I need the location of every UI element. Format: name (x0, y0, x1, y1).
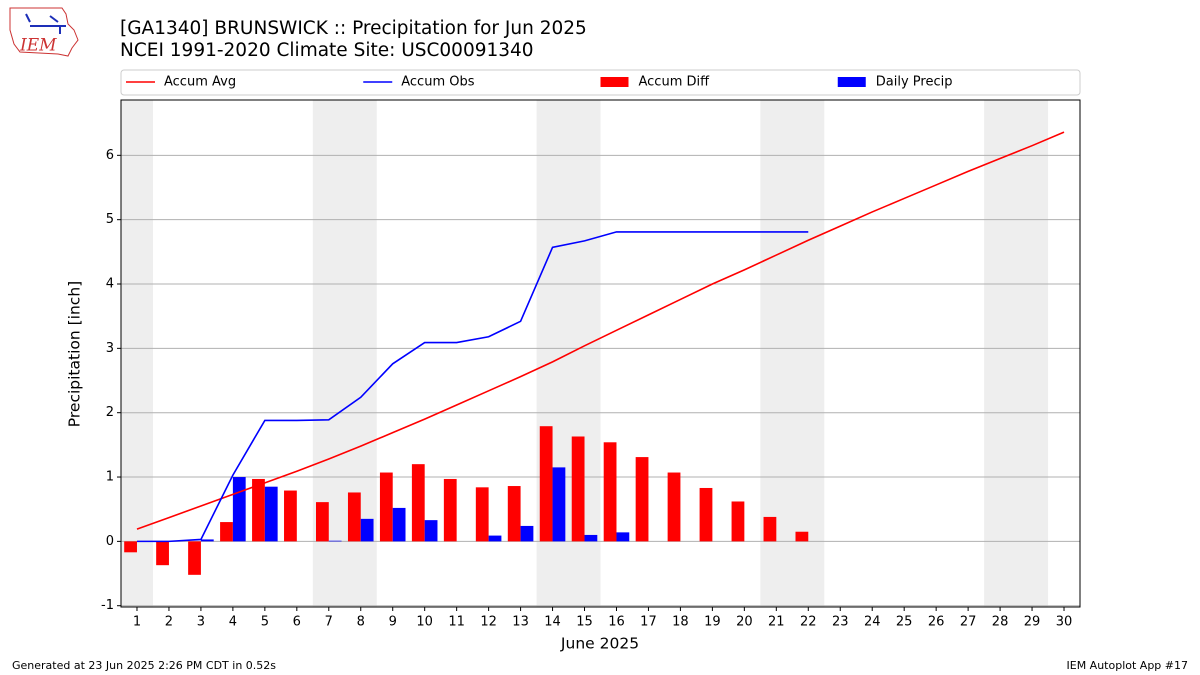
bar (475, 487, 489, 542)
x-tick-label: 17 (640, 615, 657, 630)
legend-swatch (837, 77, 866, 87)
logo-icon (25, 13, 66, 34)
bar (392, 507, 406, 542)
bar (347, 492, 361, 542)
x-tick-label: 10 (416, 615, 433, 630)
bar (232, 477, 246, 542)
bar (264, 486, 278, 542)
x-tick-label: 29 (1024, 615, 1041, 630)
bar (379, 472, 393, 542)
legend-swatch (600, 77, 629, 87)
line (136, 231, 809, 543)
bar (124, 541, 137, 553)
legend-label: Accum Diff (639, 75, 711, 90)
bar (252, 478, 265, 542)
x-tick-label: 26 (928, 615, 945, 630)
x-tick-label: 22 (800, 615, 817, 630)
bar (552, 467, 566, 542)
y-tick-label: 5 (106, 212, 114, 227)
bar (200, 539, 214, 542)
y-tick-label: 4 (106, 277, 114, 292)
bar (667, 472, 681, 542)
y-tick-label: -1 (101, 598, 114, 613)
x-tick-label: 19 (704, 615, 721, 630)
bar (539, 426, 553, 542)
bar (507, 486, 521, 542)
bar (315, 502, 329, 542)
y-tick-label: 0 (106, 534, 114, 549)
bar (699, 487, 713, 542)
logo-text: IEM (19, 36, 57, 56)
bar (424, 520, 438, 542)
legend-label: Daily Precip (876, 75, 953, 90)
weekend-shade (121, 100, 153, 607)
footer-right: IEM Autoplot App #17 (1067, 659, 1189, 672)
chart-subtitle: NCEI 1991-2020 Climate Site: USC00091340 (120, 40, 534, 61)
y-axis-label: Precipitation [inch] (66, 281, 84, 427)
y-tick-label: 2 (106, 405, 114, 420)
bar (571, 436, 585, 542)
y-tick-label: 3 (106, 341, 114, 356)
x-tick-label: 21 (768, 615, 785, 630)
x-tick-label: 3 (197, 615, 205, 630)
x-tick-label: 6 (293, 615, 301, 630)
bar (156, 541, 169, 566)
x-tick-label: 16 (608, 615, 625, 630)
x-tick-label: 25 (896, 615, 913, 630)
bar (443, 478, 457, 542)
footer-left: Generated at 23 Jun 2025 2:26 PM CDT in … (12, 659, 276, 672)
x-tick-label: 28 (992, 615, 1009, 630)
x-tick-label: 11 (448, 615, 465, 630)
bar (616, 532, 630, 542)
bar (411, 464, 425, 542)
chart-title: [GA1340] BRUNSWICK :: Precipitation for … (120, 18, 587, 39)
bar (731, 501, 745, 542)
x-tick-label: 9 (389, 615, 397, 630)
bar (635, 457, 649, 542)
x-tick-label: 12 (480, 615, 497, 630)
bar (360, 518, 374, 542)
bar (603, 442, 617, 542)
legend-label: Accum Obs (401, 75, 474, 90)
x-tick-label: 27 (960, 615, 977, 630)
x-tick-label: 15 (576, 615, 593, 630)
x-tick-label: 30 (1056, 615, 1073, 630)
logo: IEM (9, 7, 79, 57)
line (136, 131, 1065, 530)
y-tick-label: 6 (106, 148, 114, 163)
bar (584, 534, 598, 542)
legend-label: Accum Avg (164, 75, 236, 90)
bar (328, 540, 342, 542)
x-tick-label: 5 (261, 615, 269, 630)
x-tick-label: 7 (325, 615, 333, 630)
x-tick-label: 24 (864, 615, 881, 630)
bar (220, 522, 233, 542)
bar (284, 490, 297, 542)
bar (188, 541, 201, 575)
x-tick-label: 4 (229, 615, 237, 630)
weekend-shade (984, 100, 1049, 607)
x-tick-label: 13 (512, 615, 529, 630)
x-tick-label: 18 (672, 615, 689, 630)
bar (795, 531, 809, 542)
x-tick-label: 20 (736, 615, 753, 630)
bar (763, 516, 777, 542)
plot-frame (120, 99, 1081, 608)
x-tick-label: 8 (357, 615, 365, 630)
x-tick-label: 14 (544, 615, 561, 630)
bar (520, 525, 534, 542)
x-tick-label: 1 (133, 615, 141, 630)
x-tick-label: 2 (165, 615, 173, 630)
y-tick-label: 1 (106, 470, 114, 485)
logo-outline (9, 7, 79, 57)
x-tick-label: 23 (832, 615, 849, 630)
x-axis-label: June 2025 (560, 635, 639, 653)
bar (488, 535, 502, 542)
